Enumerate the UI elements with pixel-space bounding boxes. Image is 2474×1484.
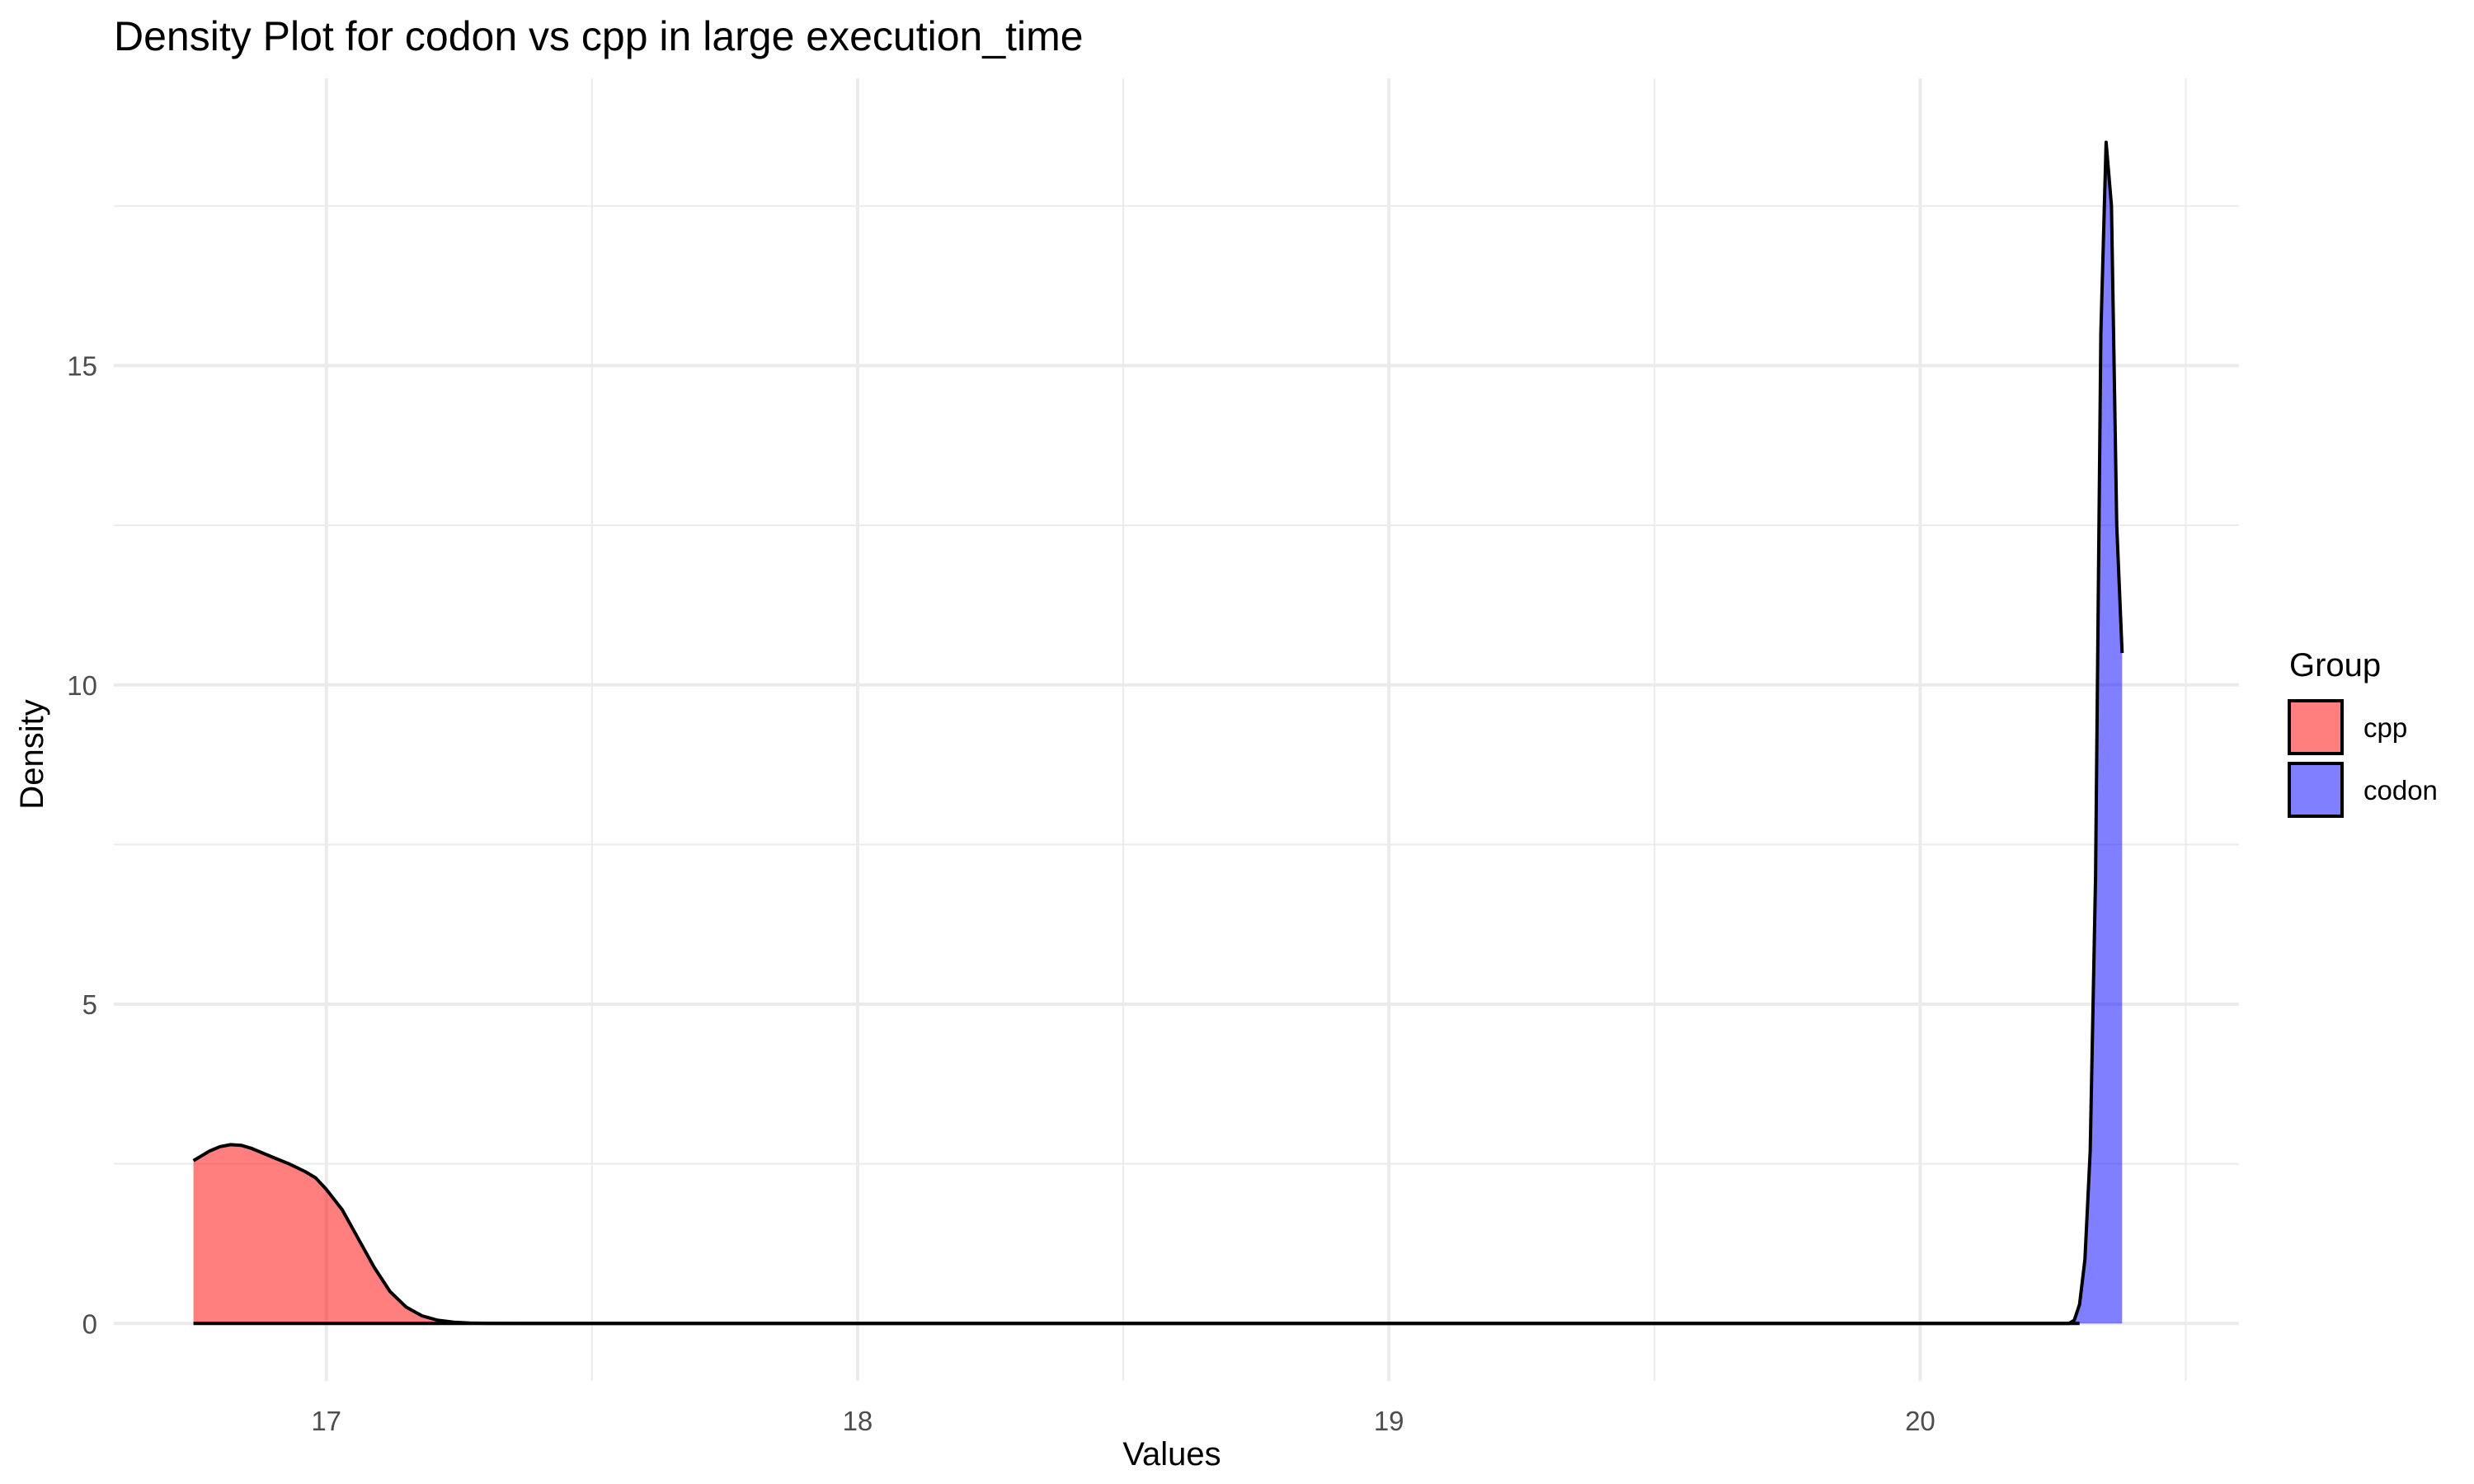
chart-title: Density Plot for codon vs cpp in large e… [114,13,1084,59]
y-axis-title: Density [14,699,50,809]
legend-swatch-codon [2288,762,2344,818]
x-axis-title: Values [1122,1436,1221,1472]
density-outlines [192,140,2124,1326]
density-outline-cpp [192,1143,2080,1326]
x-tick-label: 18 [843,1406,873,1436]
y-tick-label: 15 [67,351,97,382]
grid [114,78,2239,1381]
density-outline-codon [193,140,2124,1326]
legend-label-cpp: cpp [2363,712,2407,743]
legend-swatch-cpp [2288,699,2344,755]
density-area-codon [193,142,2123,1324]
density-area-cpp [193,1144,2080,1324]
legend-items: cpp codon [2288,699,2438,818]
x-tick-label: 20 [1905,1406,1935,1436]
y-tick-label: 5 [82,989,97,1020]
legend-label-codon: codon [2363,775,2438,805]
legend-title: Group [2289,647,2381,683]
x-tick-label: 17 [311,1406,341,1436]
y-tick-label: 10 [67,670,97,701]
legend: Group cpp codon [2288,647,2438,818]
x-tick-label: 19 [1374,1406,1404,1436]
y-tick-label: 0 [82,1308,97,1339]
axis-ticks: 17 18 19 20 0 5 10 15 [67,351,1935,1436]
density-areas [193,142,2123,1324]
